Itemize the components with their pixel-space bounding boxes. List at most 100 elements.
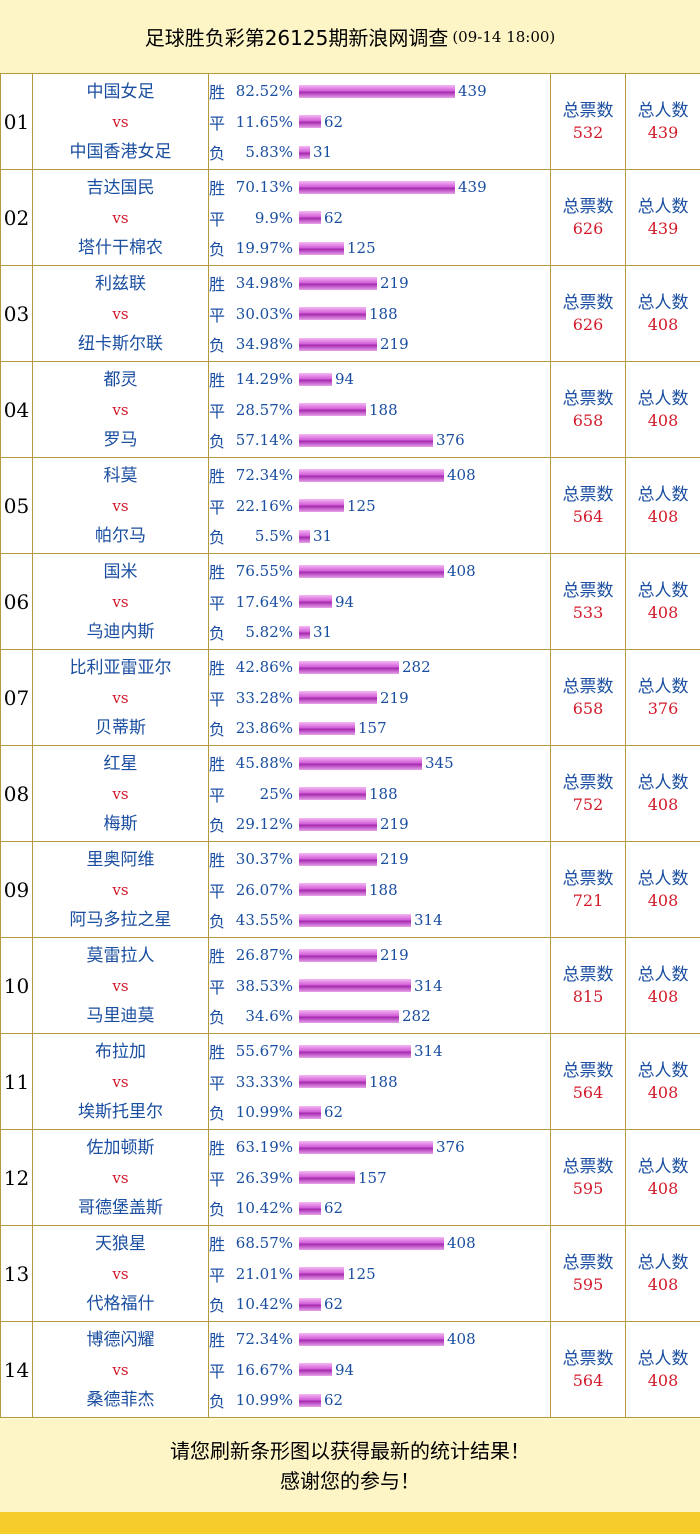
home-team: 佐加顿斯 [86, 1137, 155, 1158]
total-votes-label: 总票数 [562, 868, 614, 889]
total-people: 总人数 439 [625, 73, 700, 170]
match-row: 10 莫雷拉人 vs 马里迪莫 胜 26.87% 219 平 38.53% 314 负 34.6% 28… [0, 937, 700, 1034]
option-draw-bar [299, 1267, 344, 1280]
option-win-label: 胜 [209, 83, 226, 102]
total-votes-value: 595 [572, 1178, 604, 1198]
option-lose-count: 62 [324, 1103, 344, 1121]
vs-label: vs [112, 1360, 129, 1379]
vote-bars: 胜 72.34% 408 平 22.16% 125 负 5.5% 31 [208, 457, 551, 554]
option-lose-count: 62 [324, 1295, 344, 1313]
total-votes: 总票数 815 [550, 937, 626, 1034]
vote-row-draw: 平 28.57% 188 [209, 394, 550, 425]
option-win-label: 胜 [209, 1043, 226, 1062]
option-draw-percent: 26.39% [235, 1168, 293, 1187]
total-people-value: 408 [647, 314, 679, 334]
option-lose-label: 负 [209, 912, 226, 931]
vote-bars: 胜 63.19% 376 平 26.39% 157 负 10.42% 62 [208, 1129, 551, 1226]
vote-row-win: 胜 63.19% 376 [209, 1132, 550, 1163]
vote-bars: 胜 68.57% 408 平 21.01% 125 负 10.42% 62 [208, 1225, 551, 1322]
total-people: 总人数 376 [625, 649, 700, 746]
vote-row-lose: 负 57.14% 376 [209, 425, 550, 456]
option-lose-percent: 19.97% [235, 239, 293, 257]
option-draw-percent: 33.33% [235, 1072, 293, 1091]
total-votes-label: 总票数 [562, 1156, 614, 1177]
option-lose-bar [299, 913, 411, 927]
total-people-value: 408 [647, 890, 679, 910]
match-teams: 莫雷拉人 vs 马里迪莫 [32, 937, 209, 1034]
option-lose-percent: 34.6% [245, 1007, 293, 1025]
match-number: 14 [0, 1321, 33, 1418]
total-votes-value: 533 [572, 602, 604, 622]
home-team: 利兹联 [95, 273, 146, 294]
option-draw-percent: 28.57% [235, 400, 293, 419]
option-win-percent: 26.87% [235, 946, 293, 964]
option-win-percent: 68.57% [235, 1234, 293, 1252]
home-team: 布拉加 [95, 1041, 146, 1062]
total-votes-label: 总票数 [562, 1252, 614, 1273]
match-row: 05 科莫 vs 帕尔马 胜 72.34% 408 平 22.16% 125 负 5.5% 31 总票数 5… [0, 457, 700, 554]
option-draw-label: 平 [209, 593, 226, 613]
option-lose-percent: 10.99% [235, 1103, 293, 1121]
vote-row-lose: 负 5.83% 31 [209, 137, 550, 168]
away-team: 桑德菲杰 [86, 1389, 155, 1410]
option-draw-count: 188 [369, 304, 398, 323]
vote-row-draw: 平 21.01% 125 [209, 1258, 550, 1289]
vote-row-draw: 平 26.07% 188 [209, 874, 550, 905]
option-draw-bar [299, 1363, 332, 1376]
option-win-bar [299, 180, 455, 194]
option-win-percent: 30.37% [235, 850, 293, 868]
total-people-label: 总人数 [637, 964, 689, 985]
option-lose-percent: 10.42% [235, 1295, 293, 1313]
option-lose-label: 负 [209, 336, 226, 355]
home-team: 比利亚雷亚尔 [69, 657, 172, 678]
vote-row-draw: 平 30.03% 188 [209, 298, 550, 329]
option-win-bar [299, 1044, 411, 1058]
vs-label: vs [112, 112, 129, 131]
option-draw-count: 219 [380, 688, 409, 707]
total-people-label: 总人数 [637, 196, 689, 217]
option-win-percent: 72.34% [235, 1330, 293, 1348]
option-draw-percent: 17.64% [235, 592, 293, 611]
total-people-label: 总人数 [637, 868, 689, 889]
option-win-percent: 45.88% [235, 754, 293, 772]
option-draw-percent: 9.9% [254, 208, 293, 227]
option-lose-bar [299, 145, 310, 159]
vote-row-lose: 负 5.5% 31 [209, 521, 550, 552]
refresh-hint: 请您刷新条形图以获得最新的统计结果！ [170, 1439, 530, 1463]
match-teams: 佐加顿斯 vs 哥德堡盖斯 [32, 1129, 209, 1226]
vs-label: vs [112, 1168, 129, 1187]
option-lose-percent: 23.86% [235, 719, 293, 737]
match-teams: 布拉加 vs 埃斯托里尔 [32, 1033, 209, 1130]
option-lose-count: 62 [324, 1199, 344, 1217]
option-draw-percent: 25% [259, 784, 293, 803]
total-people-value: 408 [647, 1178, 679, 1198]
option-win-bar [299, 948, 377, 962]
total-votes: 总票数 564 [550, 457, 626, 554]
option-lose-count: 219 [380, 815, 409, 833]
option-win-percent: 34.98% [235, 274, 293, 292]
total-votes-label: 总票数 [562, 772, 614, 793]
total-people: 总人数 439 [625, 169, 700, 266]
total-votes-label: 总票数 [562, 1060, 614, 1081]
vote-row-win: 胜 45.88% 345 [209, 748, 550, 779]
vote-bars: 胜 72.34% 408 平 16.67% 94 负 10.99% 62 [208, 1321, 551, 1418]
match-number: 04 [0, 361, 33, 458]
vote-row-draw: 平 11.65% 62 [209, 106, 550, 137]
total-votes-label: 总票数 [562, 580, 614, 601]
total-votes-value: 564 [572, 1370, 604, 1390]
match-row: 04 都灵 vs 罗马 胜 14.29% 94 平 28.57% 188 负 57.14% 376 总票数… [0, 361, 700, 458]
total-votes: 总票数 532 [550, 73, 626, 170]
option-draw-bar [299, 1171, 355, 1184]
vs-label: vs [112, 304, 129, 323]
option-lose-percent: 43.55% [235, 911, 293, 929]
option-lose-percent: 34.98% [235, 335, 293, 353]
option-draw-percent: 22.16% [235, 496, 293, 515]
option-lose-bar [299, 721, 355, 735]
total-people-label: 总人数 [637, 1252, 689, 1273]
match-teams: 中国女足 vs 中国香港女足 [32, 73, 209, 170]
vote-row-draw: 平 16.67% 94 [209, 1354, 550, 1385]
option-win-count: 219 [380, 274, 409, 292]
option-win-count: 282 [402, 658, 431, 676]
vote-row-lose: 负 19.97% 125 [209, 233, 550, 264]
option-draw-count: 62 [324, 208, 344, 227]
